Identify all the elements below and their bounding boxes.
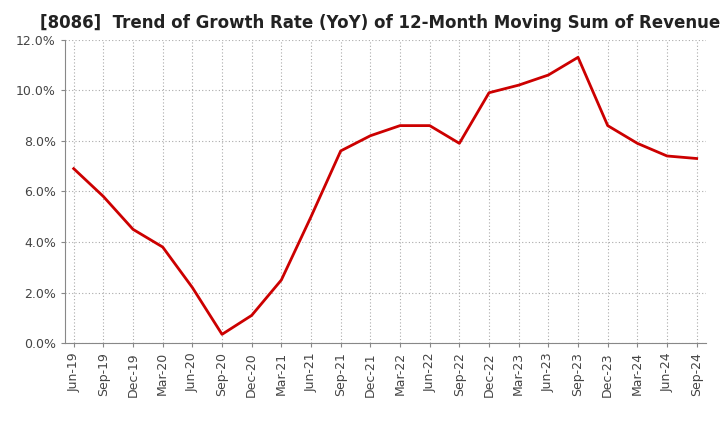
Title: [8086]  Trend of Growth Rate (YoY) of 12-Month Moving Sum of Revenues: [8086] Trend of Growth Rate (YoY) of 12-… xyxy=(40,15,720,33)
